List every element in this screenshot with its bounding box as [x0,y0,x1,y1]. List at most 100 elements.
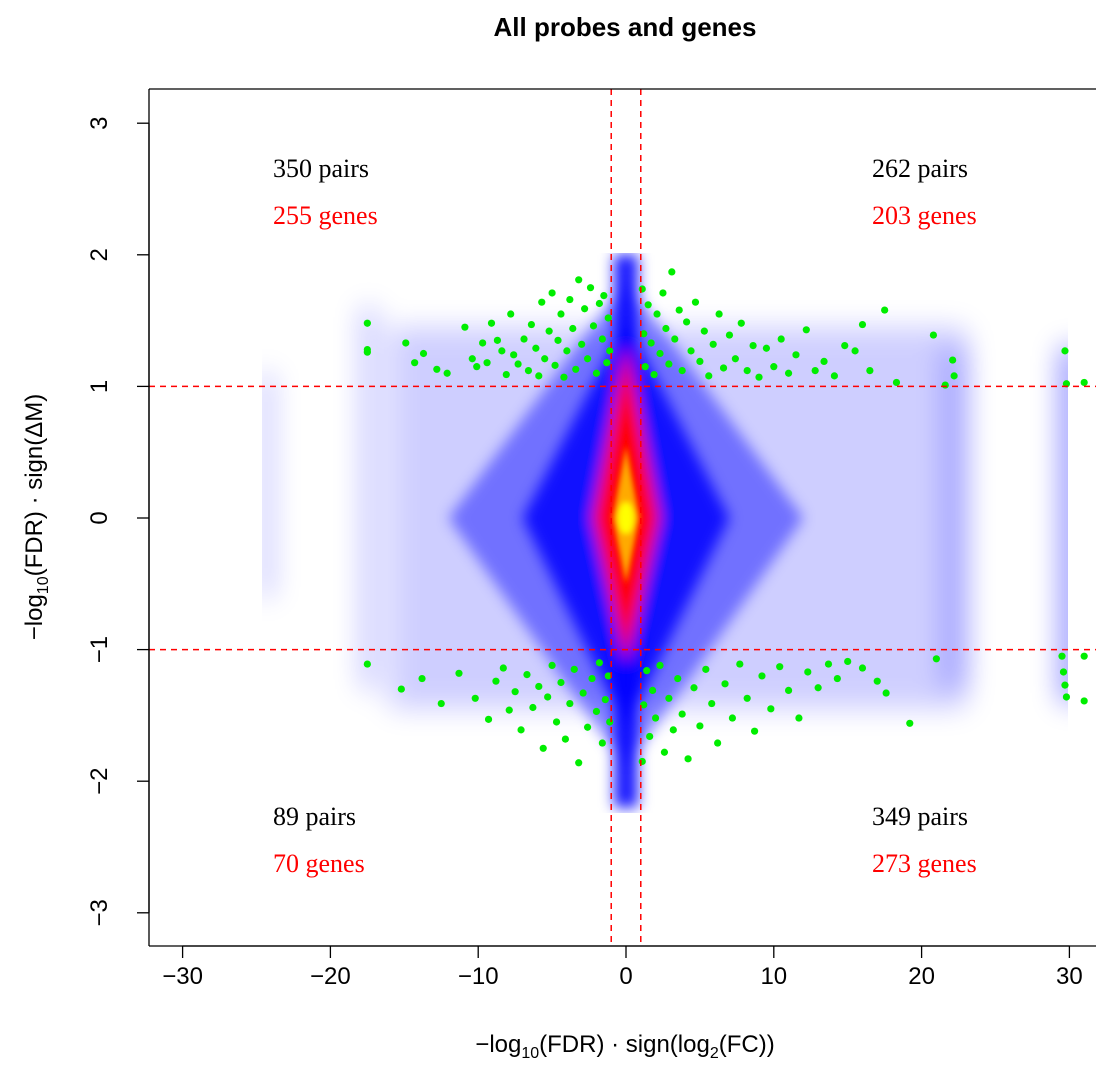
x-tick-label: 30 [1056,963,1083,990]
data-point [548,289,556,297]
data-point [1058,652,1066,660]
data-point [678,367,686,375]
data-point [527,320,536,329]
data-point [743,694,751,702]
data-point [646,732,654,741]
data-point [949,356,957,364]
data-point [554,336,562,344]
x-tick-label: −20 [310,963,351,990]
data-point [820,357,828,365]
data-point [941,381,949,389]
data-point [814,684,822,692]
data-point [505,706,513,714]
data-point [682,318,691,326]
data-point [721,680,729,688]
data-point [586,284,595,292]
data-point [603,359,611,367]
y-tick-label: −2 [86,768,113,795]
data-point [792,351,800,359]
data-point [659,289,667,297]
data-point [598,335,606,343]
data-point [647,339,655,347]
data-point [824,660,833,668]
data-point [569,324,577,333]
data-point [743,367,751,375]
data-point [592,369,601,377]
data-point [557,310,565,318]
data-point [767,705,775,713]
data-point [548,661,556,669]
quadrant-top-right: 262 pairs 203 genes [872,154,977,230]
data-point [758,672,766,680]
data-point [535,682,543,691]
data-point [728,714,737,722]
data-point [579,689,587,697]
data-point [950,372,958,380]
quadrant-genes-count: 255 genes [273,201,378,230]
y-tick-label: 0 [86,511,113,524]
data-point [665,360,673,368]
x-axis: −30 −20 −10 0 10 20 30 [162,945,1083,990]
data-point [669,726,677,734]
data-point [643,667,651,675]
data-point [660,748,669,756]
data-point [687,347,695,355]
data-point [932,655,940,663]
data-point [595,299,603,308]
data-point [906,719,914,727]
data-point [668,268,676,276]
data-point [545,327,553,335]
y-tick-label: 3 [86,117,113,130]
data-point [641,363,649,371]
quadrant-pairs-count: 89 pairs [273,802,356,831]
data-point [830,372,838,380]
data-point [606,718,614,726]
data-point [419,349,428,358]
data-point [517,726,525,734]
threshold-lines [149,89,1096,946]
data-point [851,347,859,355]
data-point [529,703,537,712]
data-point [725,331,734,339]
data-point [492,677,500,685]
x-tick-label: −30 [162,963,203,990]
data-point [581,305,589,313]
data-point [566,295,574,304]
data-point [532,344,540,352]
data-point [762,344,771,352]
data-point [363,660,371,668]
data-point [524,367,533,375]
data-point [690,684,698,692]
data-point [606,347,614,355]
data-point [675,306,683,314]
quadrant-pairs-count: 350 pairs [273,154,369,183]
data-point [649,686,657,694]
data-point [714,739,722,747]
data-point [656,349,664,358]
data-point [600,291,608,300]
density-band [1060,346,1068,703]
data-point [560,373,568,381]
data-point [737,319,745,327]
density-band [362,307,375,690]
y-axis-label: −log10(FDR) · sign(ΔM) [21,394,52,641]
data-point [882,689,890,697]
data-point [1080,652,1088,660]
data-point [684,755,692,763]
data-point [411,359,419,367]
data-point [700,327,708,335]
data-point [866,367,874,375]
data-point [674,674,682,683]
data-point [858,320,867,329]
data-point [443,369,451,377]
data-point [858,664,867,672]
data-point [575,759,583,767]
highlighted-points [363,268,1088,767]
data-point [841,342,849,350]
density-band [943,346,966,690]
data-point [662,324,670,333]
density-cloud [262,254,1068,808]
data-point [1059,668,1068,676]
data-point [929,331,938,339]
data-point [715,310,723,318]
